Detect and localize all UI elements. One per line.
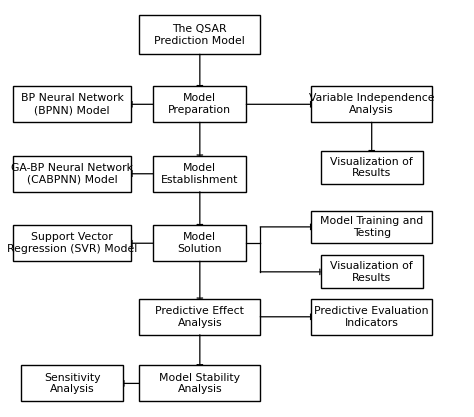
FancyBboxPatch shape [139,365,260,402]
Text: Sensitivity
Analysis: Sensitivity Analysis [44,373,100,394]
FancyBboxPatch shape [139,15,260,54]
FancyBboxPatch shape [139,299,260,335]
FancyBboxPatch shape [320,256,423,288]
Text: Variable Independence
Analysis: Variable Independence Analysis [309,93,435,115]
Text: Predictive Evaluation
Indicators: Predictive Evaluation Indicators [314,306,429,328]
FancyBboxPatch shape [13,225,131,261]
FancyBboxPatch shape [320,151,423,184]
Text: Visualization of
Results: Visualization of Results [330,261,413,283]
Text: The QSAR
Prediction Model: The QSAR Prediction Model [155,24,245,45]
Text: BP Neural Network
(BPNN) Model: BP Neural Network (BPNN) Model [21,93,124,115]
FancyBboxPatch shape [154,156,246,192]
Text: Visualization of
Results: Visualization of Results [330,157,413,178]
Text: Model Training and
Testing: Model Training and Testing [320,216,423,238]
Text: Model Stability
Analysis: Model Stability Analysis [159,373,240,394]
Text: GA-BP Neural Network
(CABPNN) Model: GA-BP Neural Network (CABPNN) Model [11,163,133,185]
FancyBboxPatch shape [311,299,432,335]
Text: Support Vector
Regression (SVR) Model: Support Vector Regression (SVR) Model [7,232,137,254]
FancyBboxPatch shape [154,86,246,122]
FancyBboxPatch shape [154,225,246,261]
Text: Model
Establishment: Model Establishment [161,163,238,185]
FancyBboxPatch shape [311,211,432,243]
FancyBboxPatch shape [21,365,123,402]
FancyBboxPatch shape [13,86,131,122]
Text: Model
Preparation: Model Preparation [168,93,231,115]
Text: Predictive Effect
Analysis: Predictive Effect Analysis [155,306,244,328]
FancyBboxPatch shape [311,86,432,122]
FancyBboxPatch shape [13,156,131,192]
Text: Model
Solution: Model Solution [178,232,222,254]
